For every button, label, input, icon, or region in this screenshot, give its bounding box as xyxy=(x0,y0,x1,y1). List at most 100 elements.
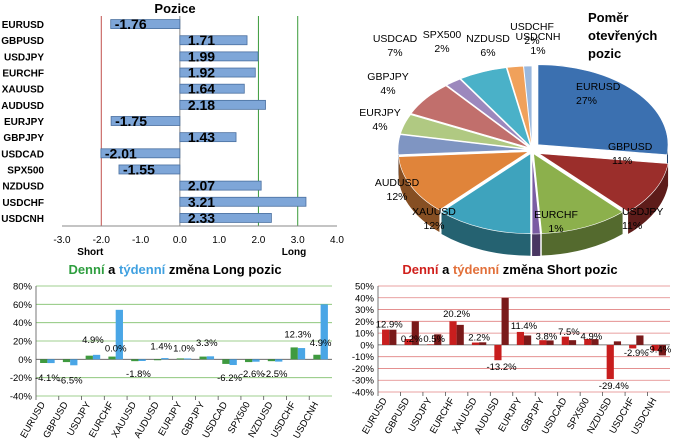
change-bar xyxy=(206,356,215,360)
pie-label-pct: 1% xyxy=(548,223,563,235)
y-tick-label: 80% xyxy=(13,282,33,293)
position-value-label: 3.21 xyxy=(188,194,215,210)
data-label: -6.2% xyxy=(217,373,242,384)
pie-slice-top xyxy=(533,153,624,234)
pie-label-pct: 2% xyxy=(434,43,449,55)
pie-slice-side xyxy=(398,156,440,233)
long-annotation: Long xyxy=(282,247,306,258)
position-bar xyxy=(179,132,237,143)
change-bar xyxy=(222,359,230,364)
data-label: 3.8% xyxy=(536,331,558,342)
change-bar xyxy=(606,344,614,380)
pie-slice-gbpjpy xyxy=(400,114,529,150)
pie-slice-top xyxy=(460,67,531,147)
pie-slice-side xyxy=(541,212,623,256)
pie-slice-top xyxy=(398,151,530,211)
positions-title: Pozice xyxy=(154,1,195,16)
category-label: SPX500 xyxy=(7,165,44,176)
data-label: 20.2% xyxy=(443,309,470,320)
pie-slice-xauusd xyxy=(440,153,531,256)
change-bar xyxy=(568,340,577,345)
y-tick-label: 0% xyxy=(360,340,374,351)
change-bar xyxy=(320,304,328,360)
pie-slice-usdjpy xyxy=(533,153,624,256)
title-part: a xyxy=(105,262,119,277)
pie-label-name: USDCNH xyxy=(516,31,561,43)
data-label: 3.3% xyxy=(196,338,218,349)
pie-label-name: GBPUSD xyxy=(608,141,653,153)
y-tick-label: -10% xyxy=(352,352,375,363)
change-bar xyxy=(161,358,169,360)
change-bar xyxy=(494,344,502,361)
change-bar xyxy=(629,344,637,349)
position-bar xyxy=(110,19,181,29)
change-bar xyxy=(613,341,622,345)
x-tick-label: -3.0 xyxy=(53,235,71,246)
pie-label-pct: 7% xyxy=(387,47,402,59)
pie-label-pct: 4% xyxy=(380,85,395,97)
category-label: GBPUSD xyxy=(1,36,44,47)
change-bar xyxy=(62,359,71,363)
category-label: USDCHF xyxy=(2,198,44,209)
pie-title-line-2: otevřených xyxy=(588,28,657,43)
change-bar xyxy=(591,339,599,345)
change-bar xyxy=(539,340,547,345)
pie-title-line-1: Poměr xyxy=(588,10,628,25)
data-label: -6.5% xyxy=(58,376,83,387)
x-tick-label: 3.0 xyxy=(291,235,305,246)
pie-slice-eurjpy xyxy=(397,134,529,177)
title-part: týdenní xyxy=(453,262,500,277)
pie-slice-top xyxy=(537,64,669,156)
short-annotation: Short xyxy=(77,247,104,258)
title-part: a xyxy=(438,262,452,277)
position-value-label: 2.07 xyxy=(188,178,215,194)
change-bar xyxy=(70,359,78,366)
change-bar xyxy=(434,334,442,345)
change-bar xyxy=(252,359,260,362)
pie-label-name: EURCHF xyxy=(534,209,578,221)
pie-slice-top xyxy=(400,114,529,150)
change-bar xyxy=(456,324,464,345)
change-bar xyxy=(131,359,139,362)
pie-label-name: GBPJPY xyxy=(367,71,408,83)
short-change-title: Denní a týdenní změna Short pozic xyxy=(402,262,617,277)
pie-slice-nzdusd xyxy=(460,67,531,147)
change-bar xyxy=(411,321,419,345)
pie-slice-usdcad xyxy=(410,85,529,148)
y-tick-label: 60% xyxy=(13,300,33,311)
position-value-label: -2.01 xyxy=(105,145,137,161)
position-bar xyxy=(179,67,256,78)
pie-slice-top xyxy=(531,153,541,235)
pie-slice-gbpusd xyxy=(538,153,669,234)
pie-slice-top xyxy=(397,134,529,156)
pie-label-name: USDCHF xyxy=(510,21,554,33)
y-tick-label: -30% xyxy=(352,376,375,387)
pie-title-line-3: pozic xyxy=(588,46,621,61)
pie-label-pct: 1% xyxy=(530,45,545,57)
change-bar xyxy=(389,329,397,345)
data-label: 4.9% xyxy=(310,338,332,349)
data-label: 0.2% xyxy=(401,334,423,345)
title-part: Denní xyxy=(68,262,105,277)
change-bar xyxy=(584,339,592,345)
pie-label-pct: 11% xyxy=(612,155,632,167)
data-label: 4.9% xyxy=(82,335,104,346)
change-bar xyxy=(313,354,321,360)
category-label: USDJPY xyxy=(4,52,44,63)
change-bar xyxy=(516,331,524,345)
pie-slice-side xyxy=(441,212,531,256)
pie-label-pct: 6% xyxy=(480,47,495,59)
data-label: 12.9% xyxy=(376,320,403,331)
pie-label-name: EURJPY xyxy=(359,107,400,119)
change-bar xyxy=(658,344,666,356)
pie-slice-top xyxy=(523,65,533,147)
data-label: -29.4% xyxy=(599,381,630,392)
data-label: 1.0% xyxy=(173,343,195,354)
x-tick-label: 1.0 xyxy=(212,235,226,246)
long-change-title: Denní a týdenní změna Long pozic xyxy=(68,262,281,277)
change-bar xyxy=(479,342,487,345)
data-label: -2.9% xyxy=(624,348,649,359)
position-bar xyxy=(179,83,245,94)
y-tick-label: 0% xyxy=(18,355,32,366)
